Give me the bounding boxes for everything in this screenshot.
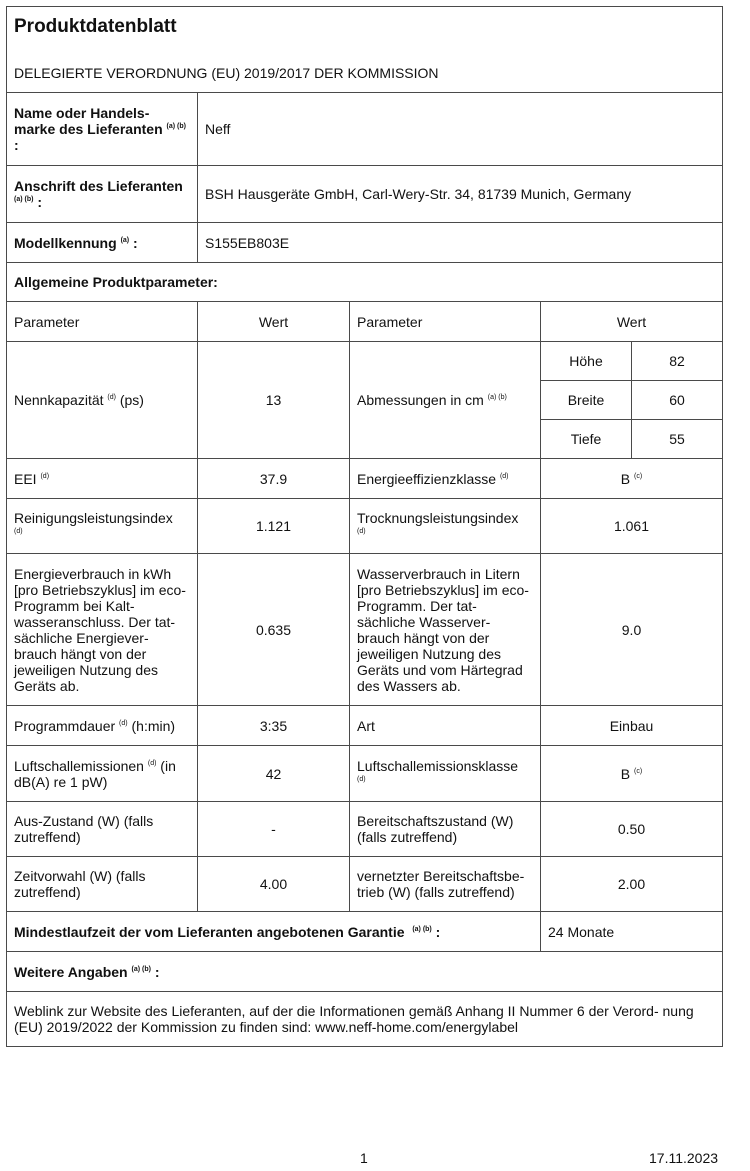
delay-start-label: Zeitvorwahl (W) (falls zutreffend) bbox=[6, 856, 198, 912]
drying-index-value: 1.061 bbox=[540, 498, 723, 554]
supplier-address-label: Anschrift des Lieferanten (a) (b) : bbox=[6, 165, 198, 223]
height-label: Höhe bbox=[540, 341, 632, 381]
networked-standby-label: vernetzter Bereitschaftsbe- trieb (W) (f… bbox=[349, 856, 541, 912]
delay-start-value: 4.00 bbox=[197, 856, 350, 912]
off-mode-value: - bbox=[197, 801, 350, 857]
model-value: S155EB803E bbox=[197, 222, 723, 263]
supplier-name-value: Neff bbox=[197, 92, 723, 166]
type-label: Art bbox=[349, 705, 541, 746]
water-consumption-value: 9.0 bbox=[540, 553, 723, 706]
depth-label: Tiefe bbox=[540, 419, 632, 459]
noise-value: 42 bbox=[197, 745, 350, 802]
footer-date: 17.11.2023 bbox=[649, 1150, 719, 1166]
model-label: Modellkennung (a) : bbox=[6, 222, 198, 263]
duration-value: 3:35 bbox=[197, 705, 350, 746]
energy-consumption-value: 0.635 bbox=[197, 553, 350, 706]
width-label: Breite bbox=[540, 380, 632, 420]
standby-label: Bereitschaftszustand (W) (falls zutreffe… bbox=[349, 801, 541, 857]
supplier-name-label: Name oder Handels- marke des Lieferanten… bbox=[6, 92, 198, 166]
noise-class-value: B (c) bbox=[540, 745, 723, 802]
standby-value: 0.50 bbox=[540, 801, 723, 857]
header-value-2: Wert bbox=[540, 301, 723, 342]
off-mode-label: Aus-Zustand (W) (falls zutreffend) bbox=[6, 801, 198, 857]
warranty-value: 24 Monate bbox=[540, 911, 723, 952]
depth-value: 55 bbox=[631, 419, 723, 459]
title-block: Produktdatenblatt DELEGIERTE VERORDNUNG … bbox=[6, 6, 723, 93]
general-parameters-heading: Allgemeine Produktparameter: bbox=[6, 262, 723, 302]
subtitle: DELEGIERTE VERORDNUNG (EU) 2019/2017 DER… bbox=[14, 65, 439, 81]
energy-consumption-label: Energieverbrauch in kWh [pro Betriebszyk… bbox=[6, 553, 198, 706]
dimensions-label: Abmessungen in cm (a) (b) bbox=[349, 341, 541, 459]
energy-class-label: Energieeffizienzklasse (d) bbox=[349, 458, 541, 499]
header-parameter-1: Parameter bbox=[6, 301, 198, 342]
cleaning-index-label: Reinigungsleistungsindex (d) bbox=[6, 498, 198, 554]
eei-value: 37.9 bbox=[197, 458, 350, 499]
header-parameter-2: Parameter bbox=[349, 301, 541, 342]
supplier-address-value: BSH Hausgeräte GmbH, Carl-Wery-Str. 34, … bbox=[197, 165, 723, 223]
page-title: Produktdatenblatt bbox=[14, 16, 177, 37]
duration-label: Programmdauer (d) (h:min) bbox=[6, 705, 198, 746]
height-value: 82 bbox=[631, 341, 723, 381]
capacity-value: 13 bbox=[197, 341, 350, 459]
cleaning-index-value: 1.121 bbox=[197, 498, 350, 554]
further-info-heading: Weitere Angaben (a) (b) : bbox=[6, 951, 723, 992]
noise-class-label: Luftschallemissionsklasse (d) bbox=[349, 745, 541, 802]
drying-index-label: Trocknungsleistungsindex (d) bbox=[349, 498, 541, 554]
header-value-1: Wert bbox=[197, 301, 350, 342]
warranty-label: Mindestlaufzeit der vom Lieferanten ange… bbox=[6, 911, 541, 952]
water-consumption-label: Wasserverbrauch in Litern [pro Betriebsz… bbox=[349, 553, 541, 706]
eei-label: EEI (d) bbox=[6, 458, 198, 499]
energy-class-value: B (c) bbox=[540, 458, 723, 499]
width-value: 60 bbox=[631, 380, 723, 420]
noise-label: Luftschallemissionen (d) (in dB(A) re 1 … bbox=[6, 745, 198, 802]
capacity-label: Nennkapazität (d) (ps) bbox=[6, 341, 198, 459]
page-number: 1 bbox=[360, 1150, 368, 1166]
type-value: Einbau bbox=[540, 705, 723, 746]
networked-standby-value: 2.00 bbox=[540, 856, 723, 912]
further-info-text: Weblink zur Website des Lieferanten, auf… bbox=[6, 991, 723, 1047]
